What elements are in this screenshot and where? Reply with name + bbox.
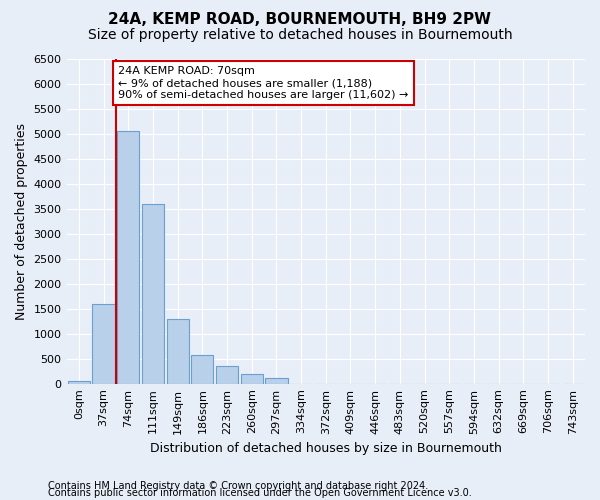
Text: Contains public sector information licensed under the Open Government Licence v3: Contains public sector information licen… <box>48 488 472 498</box>
Text: 24A, KEMP ROAD, BOURNEMOUTH, BH9 2PW: 24A, KEMP ROAD, BOURNEMOUTH, BH9 2PW <box>109 12 491 28</box>
Bar <box>117 132 139 384</box>
Text: 24A KEMP ROAD: 70sqm
← 9% of detached houses are smaller (1,188)
90% of semi-det: 24A KEMP ROAD: 70sqm ← 9% of detached ho… <box>118 66 409 100</box>
Bar <box>142 204 164 384</box>
Bar <box>241 374 263 384</box>
Bar <box>265 378 287 384</box>
Bar <box>167 318 189 384</box>
Bar <box>216 366 238 384</box>
Bar <box>68 381 90 384</box>
Bar <box>191 354 214 384</box>
Text: Contains HM Land Registry data © Crown copyright and database right 2024.: Contains HM Land Registry data © Crown c… <box>48 481 428 491</box>
Bar <box>92 304 115 384</box>
Text: Size of property relative to detached houses in Bournemouth: Size of property relative to detached ho… <box>88 28 512 42</box>
X-axis label: Distribution of detached houses by size in Bournemouth: Distribution of detached houses by size … <box>150 442 502 455</box>
Y-axis label: Number of detached properties: Number of detached properties <box>15 123 28 320</box>
